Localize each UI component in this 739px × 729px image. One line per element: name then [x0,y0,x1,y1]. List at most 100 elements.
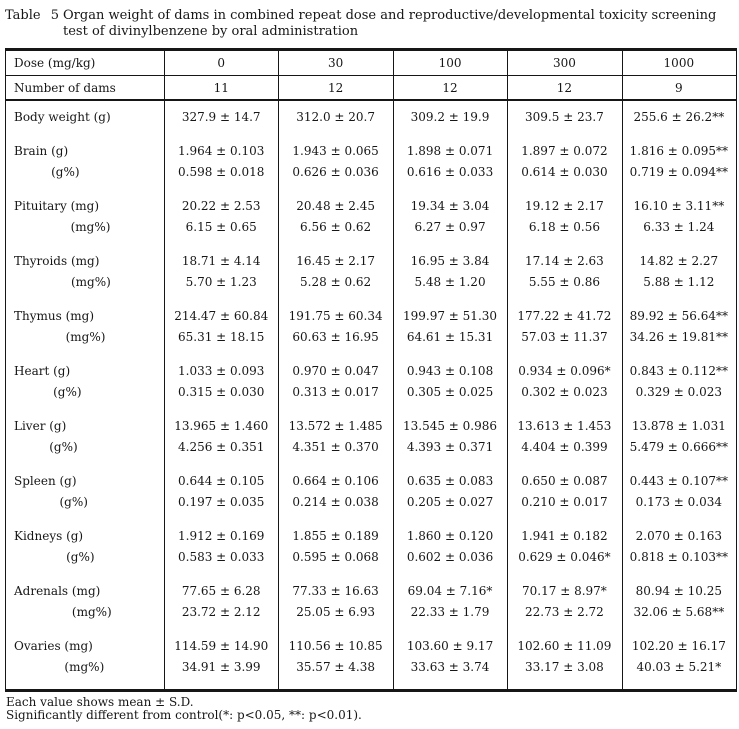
value-cell: 16.10 ± 3.11** [633,199,725,213]
row-label-text: (mg%) [71,605,112,619]
value-cell: 327.9 ± 14.7 [181,110,261,124]
value-cell: 1.860 ± 0.120 [406,529,494,543]
value-cell: 102.20 ± 16.17 [631,639,726,653]
value-cell: 34.26 ± 19.81** [629,330,729,344]
value-cell: 0.602 ± 0.036 [406,550,494,564]
header-value-cell: 100 [438,56,462,70]
row-label-text: (mg%) [70,220,111,234]
value-cell: 34.91 ± 3.99 [181,660,261,674]
header-row-label: Dose (mg/kg) [14,56,96,70]
value-cell: 20.48 ± 2.45 [296,199,375,213]
row-label: Spleen (g) [6,471,164,492]
value-cell: 22.73 ± 2.72 [525,605,604,619]
row-label: Spleen (g%) [6,492,164,513]
row-label: Kidneys (g%) [6,547,164,568]
column-divider [164,51,165,689]
row-label-text: Brain (g) [14,144,69,158]
value-cell: 13.572 ± 1.485 [288,419,383,433]
row-label-text: Adrenals (mg) [14,584,101,598]
value-cell: 0.818 ± 0.103** [629,550,729,564]
table-row: Pituitary (mg) 20.22 ± 2.53 20.48 ± 2.45 19… [6,196,736,217]
value-cell: 5.88 ± 1.12 [643,275,715,289]
header-value-cell: 0 [217,56,226,70]
value-cell: 35.57 ± 4.38 [296,660,375,674]
value-cell: 33.17 ± 3.08 [525,660,604,674]
value-cell: 0.313 ± 0.017 [292,385,379,399]
row-label: Pituitary (mg) [6,196,164,217]
value-cell: 13.965 ± 1.460 [174,419,269,433]
row-label-text: Pituitary (mg) [14,199,100,213]
value-cell: 199.97 ± 51.30 [403,309,498,323]
row-label-text: Thyroids (mg) [14,254,100,268]
value-cell: 16.95 ± 3.84 [410,254,490,268]
value-cell: 0.626 ± 0.036 [292,165,379,179]
value-cell: 13.878 ± 1.031 [631,419,726,433]
value-cell: 0.644 ± 0.105 [178,474,265,488]
value-cell: 0.934 ± 0.096* [518,364,611,378]
organ-group: Liver (g) 13.965 ± 1.460 13.572 ± 1.485 13.… [6,416,736,458]
value-cell: 14.82 ± 2.27 [639,254,719,268]
value-cell: 89.92 ± 56.64** [629,309,729,323]
organ-group: Thyroids (mg) 18.71 ± 4.14 16.45 ± 2.17 16.… [6,251,736,293]
value-cell: 191.75 ± 60.34 [288,309,383,323]
header-value-cell: 11 [213,80,229,95]
value-cell: 23.72 ± 2.12 [181,605,261,619]
table-row: Thyroids (mg) 18.71 ± 4.14 16.45 ± 2.17 16.… [6,251,736,272]
value-cell: 4.256 ± 0.351 [178,440,265,454]
row-label-text: Kidneys (g) [14,529,84,543]
table-row: Heart (g) 1.033 ± 0.093 0.970 ± 0.047 0.943… [6,361,736,382]
value-cell: 114.59 ± 14.90 [174,639,269,653]
value-cell: 0.210 ± 0.017 [521,495,608,509]
value-cell: 1.964 ± 0.103 [178,144,265,158]
value-cell: 13.613 ± 1.453 [517,419,612,433]
value-cell: 1.912 ± 0.169 [178,529,265,543]
value-cell: 1.897 ± 0.072 [521,144,608,158]
value-cell: 309.5 ± 23.7 [525,110,604,124]
table-row: Brain (g%) 0.598 ± 0.018 0.626 ± 0.036 0.61… [6,162,736,183]
value-cell: 1.855 ± 0.189 [292,529,379,543]
organ-group: Adrenals (mg) 77.65 ± 6.28 77.33 ± 16.63 69… [6,581,736,623]
value-cell: 0.635 ± 0.083 [406,474,494,488]
value-cell: 110.56 ± 10.85 [288,639,383,653]
header-row: Dose (mg/kg) 0 30 100 300 1000 [6,51,736,76]
row-label: Liver (g%) [6,437,164,458]
row-label: Thymus (mg%) [6,327,164,348]
row-label: Adrenals (mg) [6,581,164,602]
organ-group: Pituitary (mg) 20.22 ± 2.53 20.48 ± 2.45 19… [6,196,736,238]
value-cell: 33.63 ± 3.74 [410,660,490,674]
value-cell: 13.545 ± 0.986 [403,419,498,433]
value-cell: 19.34 ± 3.04 [410,199,490,213]
value-cell: 70.17 ± 8.97* [522,584,607,598]
value-cell: 255.6 ± 26.2** [633,110,725,124]
organ-weight-table: Dose (mg/kg) 0 30 100 300 1000 Number of dams 1… [5,48,737,692]
table-row: Heart (g%) 0.315 ± 0.030 0.313 ± 0.017 0.30… [6,382,736,403]
value-cell: 64.61 ± 15.31 [406,330,494,344]
value-cell: 0.173 ± 0.034 [635,495,723,509]
row-label: Heart (g%) [6,382,164,403]
row-label-text: (g%) [51,165,80,179]
table-row: Thymus (mg%) 65.31 ± 18.15 60.63 ± 16.95 64… [6,327,736,348]
value-cell: 77.33 ± 16.63 [292,584,379,598]
column-divider [622,51,623,689]
table-number: Table 5 [5,8,59,23]
table-row: Thyroids (mg%) 5.70 ± 1.23 5.28 ± 0.62 5.48… [6,272,736,293]
table-row: Ovaries (mg) 114.59 ± 14.90 110.56 ± 10.85… [6,636,736,657]
table-caption: Table 5 Organ weight of dams in combined… [5,8,737,40]
value-cell: 40.03 ± 5.21* [636,660,722,674]
value-cell: 17.14 ± 2.63 [525,254,604,268]
row-label-text: Ovaries (mg) [14,639,93,653]
row-label-text: Heart (g) [14,364,71,378]
value-cell: 0.598 ± 0.018 [178,165,265,179]
header-value-cell: 30 [327,56,344,70]
value-cell: 0.329 ± 0.023 [635,385,723,399]
row-label-text: Thymus (mg) [14,309,95,323]
row-label: Body weight (g) [6,107,164,128]
value-cell: 1.898 ± 0.071 [406,144,494,158]
row-label-text: (mg%) [64,660,105,674]
value-cell: 309.2 ± 19.9 [410,110,490,124]
header-value-cell: 9 [675,80,683,95]
row-label-text: (g%) [53,385,82,399]
value-cell: 0.614 ± 0.030 [521,165,608,179]
value-cell: 0.214 ± 0.038 [292,495,379,509]
